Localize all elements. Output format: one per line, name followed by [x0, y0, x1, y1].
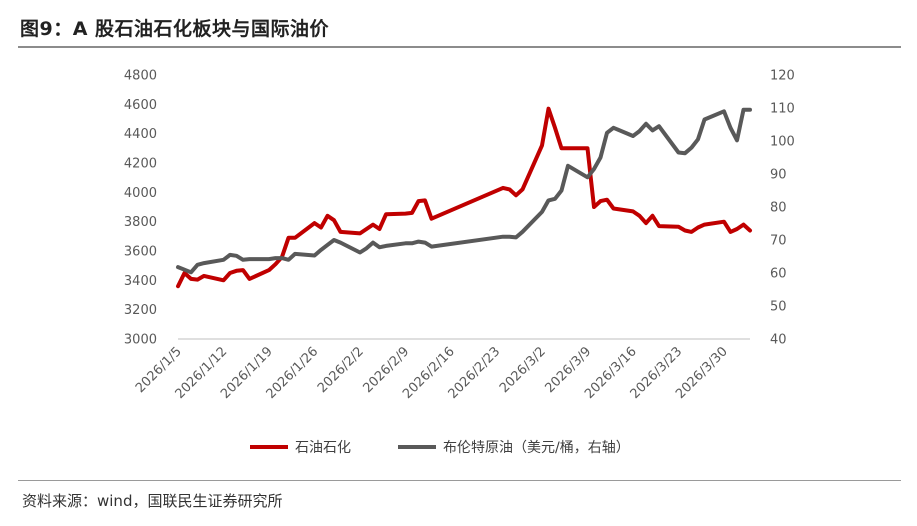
y-right-tick-label: 110 — [770, 102, 795, 117]
y-right-tick-label: 70 — [770, 234, 787, 249]
y-left-tick-label: 3000 — [124, 333, 157, 348]
y-left-tick-label: 4400 — [124, 127, 157, 142]
y-left-tick-label: 4200 — [124, 157, 157, 172]
series-line-brent — [176, 107, 752, 275]
x-tick-label: 2026/3/2 — [497, 344, 549, 396]
source-note: 资料来源：wind，国联民生证券研究所 — [22, 492, 283, 510]
series-line-petrochem — [176, 106, 752, 289]
y-left-tick-label: 3200 — [124, 303, 157, 318]
legend-label: 布伦特原油（美元/桶，右轴） — [443, 440, 630, 456]
chart-series — [176, 106, 752, 289]
y-right-tick-label: 50 — [770, 300, 787, 315]
x-tick-label: 2026/2/2 — [315, 344, 367, 396]
y-left-tick-label: 3400 — [124, 274, 157, 289]
y-right-tick-label: 100 — [770, 135, 795, 150]
chart-legend: 石油石化 布伦特原油（美元/桶，右轴） — [250, 440, 630, 456]
y-left-tick-label: 4000 — [124, 186, 157, 201]
y-left-tick-label: 4600 — [124, 98, 157, 113]
y-right-tick-label: 120 — [770, 69, 795, 84]
line-chart: 3000 3200 3400 3600 3800 4000 4200 4400 4600 4800… — [124, 69, 795, 457]
source-rule — [18, 480, 901, 481]
legend-label: 石油石化 — [295, 440, 351, 456]
y-right-tick-label: 60 — [770, 267, 787, 282]
y-left-tick-label: 3600 — [124, 245, 157, 260]
y-right-tick-label: 40 — [770, 333, 787, 348]
y-right-tick-label: 90 — [770, 168, 787, 183]
y-left-tick-label: 4800 — [124, 69, 157, 84]
chart-axes: 3000 3200 3400 3600 3800 4000 4200 4400 4600 4800… — [124, 69, 795, 402]
figure-title: 图9：A 股石油石化板块与国际油价 — [20, 18, 330, 40]
y-right-tick-label: 80 — [770, 201, 787, 216]
y-left-tick-label: 3800 — [124, 215, 157, 230]
title-rule — [18, 46, 901, 48]
